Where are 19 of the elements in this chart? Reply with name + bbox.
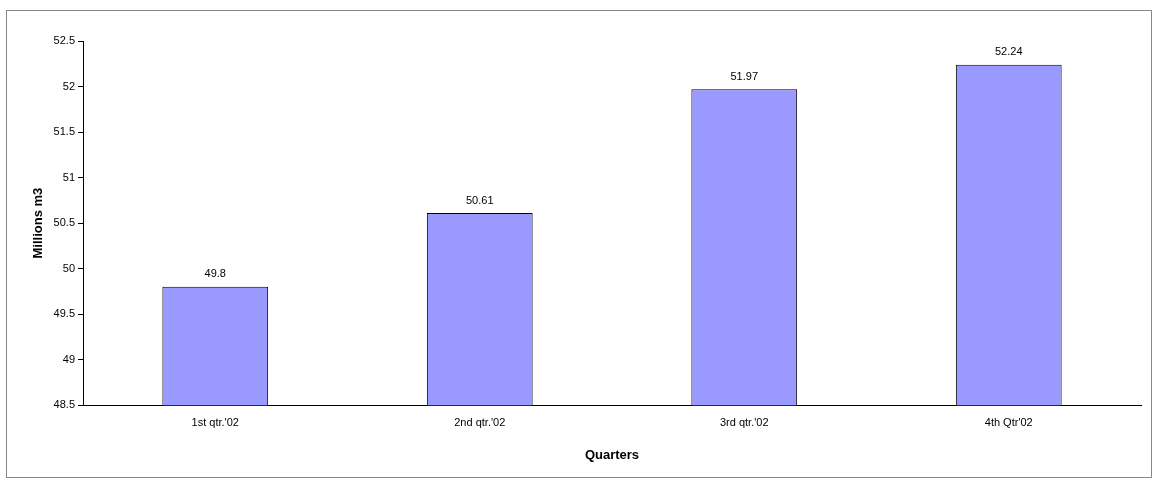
y-tick-label: 49 — [62, 352, 76, 365]
x-tick-label: 2nd qtr.'02 — [454, 415, 506, 428]
y-tick-label: 52.5 — [53, 34, 76, 47]
y-tick-label: 52 — [62, 79, 76, 92]
y-tick-label: 51.5 — [53, 125, 76, 138]
y-tick-label: 50 — [62, 261, 76, 274]
y-axis-title: Millions m3 — [30, 187, 46, 259]
data-label: 51.97 — [730, 69, 759, 82]
data-label: 52.24 — [994, 45, 1023, 58]
x-tick-label: 1st qtr.'02 — [191, 415, 239, 428]
data-label: 50.61 — [465, 193, 494, 206]
y-tick-label: 49.5 — [53, 307, 76, 320]
x-tick-label: 3rd qtr.'02 — [719, 415, 769, 428]
x-tick-label: 4th Qtr'02 — [984, 415, 1033, 428]
x-axis-title: Quarters — [584, 446, 640, 462]
y-tick-label: 50.5 — [53, 216, 76, 229]
data-label: 49.8 — [204, 267, 226, 280]
y-tick-label: 51 — [62, 170, 76, 183]
y-tick-label: 48.5 — [53, 398, 76, 411]
